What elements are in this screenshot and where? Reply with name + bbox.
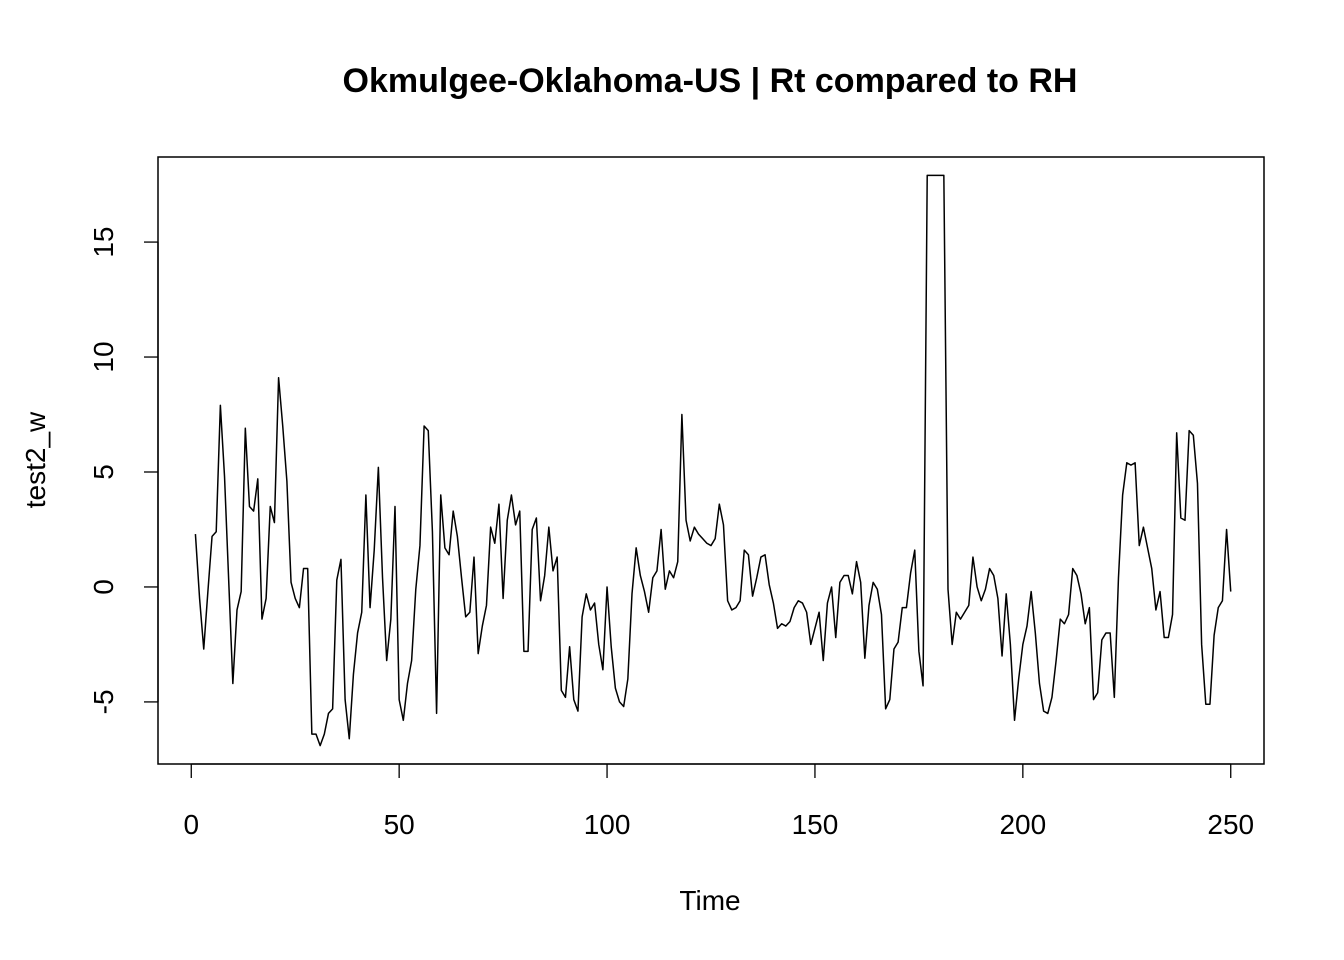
x-tick-label: 50 (384, 809, 415, 840)
y-tick-label: 10 (88, 341, 119, 372)
y-tick-label: 15 (88, 226, 119, 257)
plot-frame (157, 156, 1265, 765)
y-tick-label: -5 (88, 689, 119, 714)
y-axis: -5 0 5 10 15 (88, 226, 159, 714)
x-tick-label: 0 (183, 809, 199, 840)
y-axis-label: test2_w (20, 411, 51, 508)
series-line (194, 174, 1232, 747)
x-axis-label: Time (679, 885, 740, 916)
x-tick-label: 200 (999, 809, 1046, 840)
y-tick-label: 5 (88, 464, 119, 480)
x-tick-label: 250 (1207, 809, 1254, 840)
x-tick-label: 150 (792, 809, 839, 840)
chart-title: Okmulgee-Oklahoma-US | Rt compared to RH (343, 62, 1078, 100)
x-tick-label: 100 (584, 809, 631, 840)
x-axis: 0 50 100 150 200 250 (183, 763, 1254, 840)
y-tick-label: 0 (88, 579, 119, 595)
